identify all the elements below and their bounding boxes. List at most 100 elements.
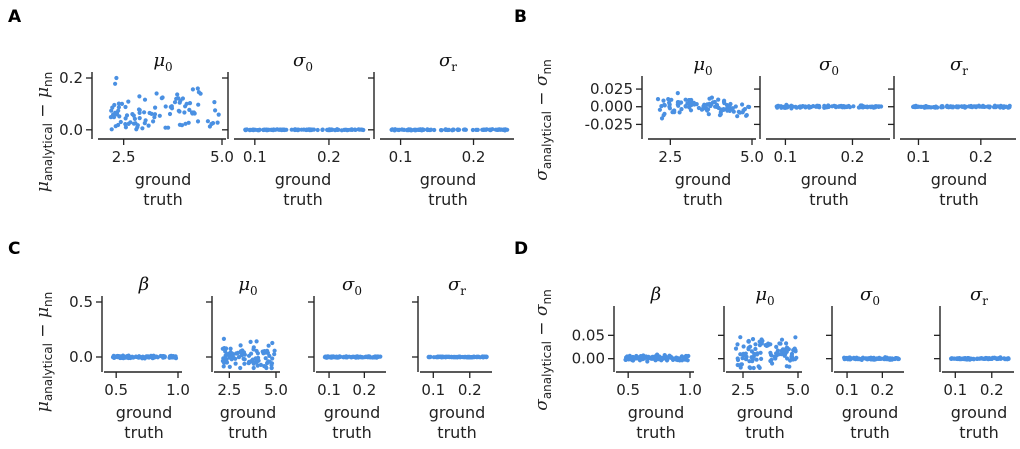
scatter-point [725, 108, 730, 113]
scatter-point [700, 106, 705, 112]
scatter-point [301, 127, 306, 132]
x-axis-label-line2: truth [745, 423, 784, 442]
scatter-point [769, 353, 774, 358]
x-tick-label: 0.1 [317, 381, 341, 399]
scatter-point [233, 361, 238, 366]
x-axis-label: ground [675, 170, 732, 189]
subplot-title: σ0 [293, 50, 313, 74]
scatter-point [236, 355, 242, 360]
scatter-point [116, 108, 121, 113]
scatter-point [789, 351, 795, 356]
x-axis-label-line2: truth [939, 190, 978, 209]
scatter-point [228, 346, 233, 351]
scatter-point [349, 355, 354, 360]
scatter-point [443, 355, 448, 360]
scatter-point [270, 356, 275, 361]
scatter-point [161, 355, 166, 360]
scatter-point [135, 125, 140, 130]
scatter-point [265, 128, 270, 133]
x-axis-label-line2: truth [850, 423, 889, 442]
scatter-point [255, 351, 260, 356]
x-tick-label: 0.2 [462, 148, 486, 166]
scatter-point [349, 127, 354, 132]
scatter-point [807, 105, 813, 110]
scatter-point [452, 355, 457, 360]
scatter-point [395, 127, 400, 132]
scatter-point [227, 364, 232, 369]
scatter-point [151, 119, 156, 124]
scatter-point [642, 356, 647, 361]
x-tick-label: 5.0 [740, 148, 764, 166]
scatter-point [140, 356, 145, 361]
scatter-point [851, 104, 856, 109]
scatter-point [868, 105, 874, 110]
scatter-point [925, 105, 930, 110]
scatter-point [864, 357, 870, 362]
scatter-point [132, 116, 137, 121]
scatter-point [758, 350, 763, 355]
scatter-point [153, 105, 158, 110]
scatter-point [686, 353, 691, 359]
x-axis-label: ground [951, 403, 1008, 422]
scatter-point [389, 127, 394, 132]
scatter-point [248, 339, 253, 344]
scatter-point [746, 338, 751, 344]
scatter-point [962, 356, 968, 361]
scatter-point [109, 127, 114, 132]
x-axis-label-line2: truth [809, 190, 848, 209]
scatter-point [495, 127, 500, 132]
scatter-point [310, 127, 315, 132]
scatter-point [868, 357, 874, 362]
scatter-point [754, 357, 759, 362]
scatter-point [455, 127, 461, 132]
scatter-point [645, 359, 650, 364]
x-axis-label-line2: truth [636, 423, 675, 442]
scatter-point [743, 357, 749, 362]
scatter-point [270, 340, 275, 346]
x-axis-label-line2: truth [124, 423, 163, 442]
x-axis-label: ground [931, 170, 988, 189]
y-tick-label: 0.0 [69, 348, 93, 366]
scatter-point [662, 103, 667, 108]
scatter-point [123, 116, 128, 121]
scatter-point [735, 114, 740, 119]
scatter-point [215, 120, 220, 125]
scatter-point [432, 127, 437, 133]
scatter-point [356, 127, 361, 132]
scatter-point [966, 356, 972, 361]
scatter-point [175, 92, 180, 97]
scatter-point [169, 104, 174, 109]
scatter-point [186, 120, 191, 125]
scatter-point [667, 104, 672, 109]
x-tick-label: 5.0 [210, 148, 234, 166]
scatter-point [738, 335, 743, 340]
scatter-point [939, 105, 944, 110]
scatter-point [367, 354, 372, 359]
scatter-point [271, 128, 276, 133]
scatter-point [126, 99, 131, 104]
scatter-point [163, 104, 168, 109]
subplot-title: μ0 [153, 50, 172, 74]
subplot-title: β [650, 284, 661, 305]
scatter-point [652, 354, 658, 359]
x-tick-label: 0.5 [104, 381, 128, 399]
scatter-point [798, 105, 803, 110]
scatter-point [960, 104, 965, 109]
x-axis-label: ground [116, 403, 173, 422]
scatter-point [320, 127, 325, 132]
scatter-point [269, 365, 274, 371]
scatter-point [740, 110, 745, 115]
scatter-point [431, 355, 436, 360]
scatter-point [425, 127, 430, 133]
scatter-point [449, 355, 454, 360]
ylabel-c: μanalytical − μnn [33, 292, 55, 412]
scatter-point [170, 355, 175, 360]
subplot-title: σr [970, 284, 988, 308]
scatter-point [755, 352, 760, 357]
scatter-point [740, 102, 745, 107]
scatter-point [694, 102, 699, 107]
x-axis-label: ground [420, 170, 477, 189]
scatter-point [116, 101, 121, 106]
